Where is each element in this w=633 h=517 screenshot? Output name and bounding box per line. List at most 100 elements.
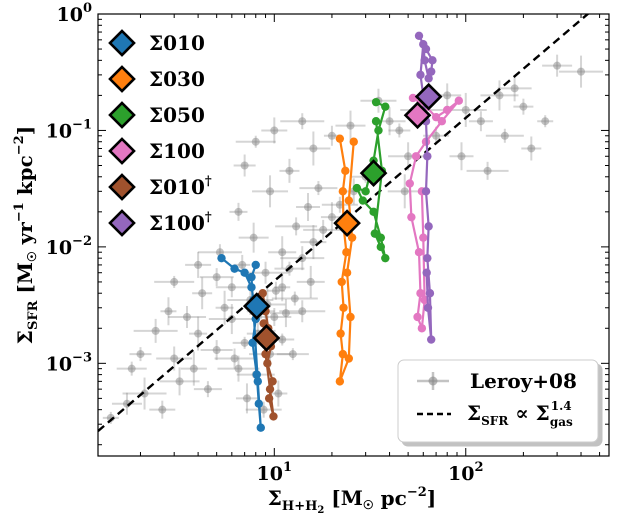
legend-label: Σ100 bbox=[149, 139, 205, 163]
trajectory-point bbox=[423, 253, 432, 263]
y-axis-label: ΣSFR [M☉ yr−1 kpc−2] bbox=[12, 126, 41, 344]
observation-point bbox=[344, 178, 363, 205]
observation-point bbox=[215, 290, 234, 325]
trajectory-point bbox=[419, 40, 428, 49]
observation-point bbox=[261, 117, 288, 144]
observation-point bbox=[537, 115, 554, 128]
observation-point bbox=[513, 98, 534, 115]
trajectory-point bbox=[416, 289, 425, 298]
legend-entry: Σ100† bbox=[108, 209, 212, 237]
legend-swatch bbox=[108, 137, 136, 165]
observation-point bbox=[116, 361, 147, 376]
legend-swatch bbox=[108, 29, 136, 57]
trajectory-point bbox=[428, 56, 437, 65]
legend-label: Σ100† bbox=[149, 210, 212, 235]
trajectory-point bbox=[344, 354, 354, 363]
trajectory-point bbox=[376, 242, 386, 252]
trajectory-point bbox=[338, 349, 348, 359]
observation-point bbox=[269, 299, 302, 328]
trajectory-point bbox=[408, 93, 418, 103]
observation-point bbox=[233, 154, 256, 177]
observation-point bbox=[280, 113, 325, 130]
observation-point bbox=[102, 411, 119, 424]
observation-point bbox=[296, 193, 321, 222]
trajectory-point bbox=[369, 207, 378, 217]
trajectory-point bbox=[422, 268, 431, 277]
observation-point bbox=[235, 383, 258, 414]
trajectory-point bbox=[405, 179, 414, 188]
trajectory-point bbox=[347, 233, 357, 242]
trajectory-point bbox=[261, 349, 270, 359]
trajectory-point bbox=[374, 126, 383, 135]
reference-legend: Leroy+08 ΣSFR ∝ Σgas1.4 bbox=[397, 359, 599, 443]
trajectory-point bbox=[268, 377, 277, 386]
observation-point bbox=[214, 348, 255, 369]
trajectory-point bbox=[338, 187, 348, 196]
trajectory-point bbox=[253, 377, 262, 386]
trajectory-point bbox=[342, 248, 351, 257]
trajectory-point bbox=[269, 412, 278, 421]
observation-point bbox=[521, 136, 542, 161]
trajectory-point bbox=[425, 289, 435, 298]
observation-point bbox=[215, 277, 248, 298]
trajectory-point bbox=[381, 102, 390, 111]
observation-point bbox=[245, 401, 282, 418]
trajectory-point bbox=[341, 166, 350, 176]
trajectory-point bbox=[352, 183, 362, 193]
legend-entry: Σ100 bbox=[108, 137, 205, 165]
trajectory-point bbox=[423, 152, 432, 161]
observation-point bbox=[229, 202, 248, 221]
trajectory-point bbox=[414, 31, 424, 40]
trajectory-point bbox=[265, 384, 275, 394]
trajectory-point bbox=[376, 233, 386, 242]
series-1 bbox=[217, 253, 265, 432]
trajectory-point bbox=[358, 196, 368, 205]
observations-layer bbox=[102, 54, 604, 424]
observation-point bbox=[321, 196, 358, 213]
legend-entry: Σ050 bbox=[108, 101, 205, 129]
trajectory-point bbox=[264, 394, 274, 403]
x-tick-label: 101 bbox=[257, 460, 293, 485]
observation-point bbox=[149, 400, 176, 419]
trajectory-point bbox=[217, 253, 226, 263]
trajectory-point bbox=[417, 324, 427, 333]
trajectory-point bbox=[381, 253, 390, 263]
trajectory-point bbox=[416, 70, 425, 80]
plot-frame bbox=[97, 13, 610, 457]
relation-line bbox=[98, 14, 590, 432]
observation-point bbox=[480, 80, 519, 111]
observation-point bbox=[192, 277, 213, 310]
trajectory-point bbox=[251, 260, 260, 270]
trajectory-point bbox=[335, 134, 345, 143]
trajectory-point bbox=[252, 370, 261, 379]
trajectory-point bbox=[421, 187, 431, 196]
series-3 bbox=[352, 97, 390, 263]
observation-point bbox=[269, 380, 288, 407]
legend-obs-marker bbox=[417, 372, 449, 390]
observation-point bbox=[388, 123, 411, 138]
y-tick-label: 10−3 bbox=[46, 350, 92, 375]
trajectory-point bbox=[370, 229, 380, 238]
legend-swatch bbox=[108, 101, 136, 129]
trajectory-point bbox=[427, 335, 436, 344]
trajectory-point bbox=[437, 117, 447, 126]
observation-point bbox=[193, 381, 222, 398]
observation-point bbox=[180, 351, 207, 386]
observation-point bbox=[199, 268, 234, 287]
legend-entry: Σ030 bbox=[108, 65, 205, 93]
series-mean-diamond bbox=[333, 209, 361, 237]
x-tick-label: 102 bbox=[448, 460, 484, 485]
series-layer bbox=[217, 31, 464, 432]
trajectory-point bbox=[423, 303, 433, 312]
trajectory-point bbox=[411, 152, 421, 161]
trajectory-point bbox=[247, 283, 256, 292]
observation-point bbox=[252, 175, 289, 208]
series-4 bbox=[405, 93, 464, 333]
legend-entry: Σ010 bbox=[108, 29, 205, 57]
y-tick-label: 10−1 bbox=[46, 117, 92, 142]
trajectory-point bbox=[454, 96, 464, 105]
trajectory-point bbox=[349, 137, 358, 146]
legend-label: Σ030 bbox=[149, 67, 205, 91]
trajectory-point bbox=[346, 312, 355, 322]
